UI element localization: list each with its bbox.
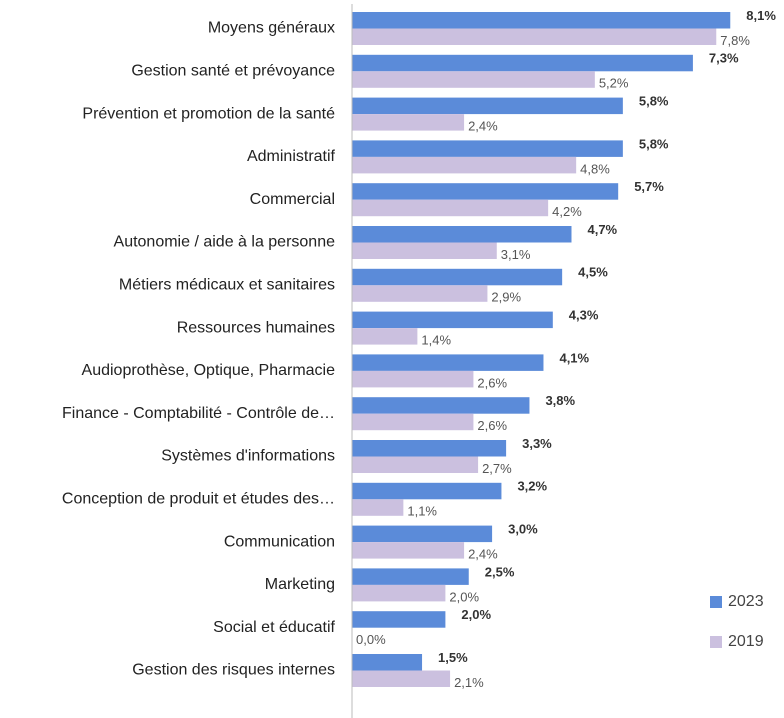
category-label: Marketing	[265, 576, 335, 593]
bar	[352, 311, 553, 329]
bar	[352, 242, 497, 259]
value-label: 7,3%	[709, 51, 739, 66]
category-label: Métiers médicaux et sanitaires	[119, 277, 335, 294]
value-label: 4,1%	[559, 350, 589, 365]
value-label: 2,5%	[485, 564, 515, 579]
bar	[352, 440, 507, 457]
legend-swatch	[710, 636, 722, 648]
value-label: 2,4%	[468, 547, 498, 562]
value-label: 7,8%	[720, 33, 750, 48]
value-label: 8,1%	[746, 8, 776, 23]
bar	[352, 525, 493, 543]
category-label: Social et éducatif	[213, 619, 335, 636]
value-label: 2,6%	[477, 375, 507, 390]
value-label: 2,0%	[449, 589, 479, 604]
bar	[352, 28, 717, 45]
category-label: Finance - Comptabilité - Contrôle de…	[62, 405, 335, 422]
category-label: Gestion santé et prévoyance	[131, 63, 335, 80]
category-label: Systèmes d'informations	[161, 448, 335, 465]
category-label: Ressources humaines	[177, 319, 335, 336]
bar	[352, 183, 619, 200]
bar	[352, 397, 530, 414]
bar	[352, 140, 623, 157]
bar	[352, 654, 423, 671]
value-label: 2,7%	[482, 461, 512, 476]
bar	[352, 370, 474, 388]
value-label: 3,0%	[508, 522, 538, 537]
bar	[352, 584, 446, 602]
category-label: Administratif	[247, 148, 336, 165]
category-label: Conception de produit et études des…	[62, 491, 335, 508]
category-label: Audioprothèse, Optique, Pharmacie	[82, 362, 336, 379]
category-label: Gestion des risques internes	[132, 662, 335, 679]
bar	[352, 226, 572, 243]
category-label: Moyens généraux	[208, 20, 335, 37]
category-label: Prévention et promotion de la santé	[82, 105, 335, 122]
value-label: 1,5%	[438, 650, 468, 665]
value-label: 4,2%	[552, 204, 582, 219]
bar	[352, 413, 474, 431]
value-label: 4,8%	[580, 161, 610, 176]
bar	[352, 114, 465, 131]
value-label: 4,3%	[569, 308, 599, 323]
bar	[352, 328, 418, 345]
value-label: 5,7%	[634, 179, 664, 194]
value-label: 4,5%	[578, 265, 608, 280]
bar	[352, 542, 465, 559]
value-label: 1,4%	[421, 333, 451, 348]
bar	[352, 482, 502, 500]
bar	[352, 456, 479, 473]
bar	[352, 12, 731, 29]
bar	[352, 499, 404, 516]
bar	[352, 71, 595, 88]
value-label: 2,1%	[454, 675, 484, 690]
value-label: 5,2%	[599, 76, 629, 91]
value-label: 5,8%	[639, 136, 669, 151]
category-label: Autonomie / aide à la personne	[114, 234, 336, 251]
legend-label: 2023	[728, 593, 764, 610]
bar	[352, 156, 577, 174]
value-label: 5,8%	[639, 94, 669, 109]
bar	[352, 268, 563, 286]
bar	[352, 285, 488, 302]
bar	[352, 568, 469, 585]
legend-swatch	[710, 596, 722, 608]
bar	[352, 97, 623, 115]
value-label: 1,1%	[407, 504, 437, 519]
bar	[352, 199, 549, 217]
bar	[352, 354, 544, 371]
bar	[352, 54, 693, 72]
value-label: 2,4%	[468, 119, 498, 134]
value-label: 3,1%	[501, 247, 531, 262]
value-label: 3,8%	[545, 393, 575, 408]
category-label: Commercial	[250, 191, 335, 208]
category-label: Communication	[224, 533, 335, 550]
value-label: 4,7%	[587, 222, 617, 237]
bar	[352, 611, 446, 628]
value-label: 2,0%	[461, 607, 491, 622]
value-label: 3,3%	[522, 436, 552, 451]
legend-label: 2019	[728, 633, 764, 650]
value-label: 2,9%	[491, 290, 521, 305]
value-label: 0,0%	[356, 632, 386, 647]
value-label: 3,2%	[517, 479, 547, 494]
value-label: 2,6%	[477, 418, 507, 433]
bar	[352, 670, 451, 687]
